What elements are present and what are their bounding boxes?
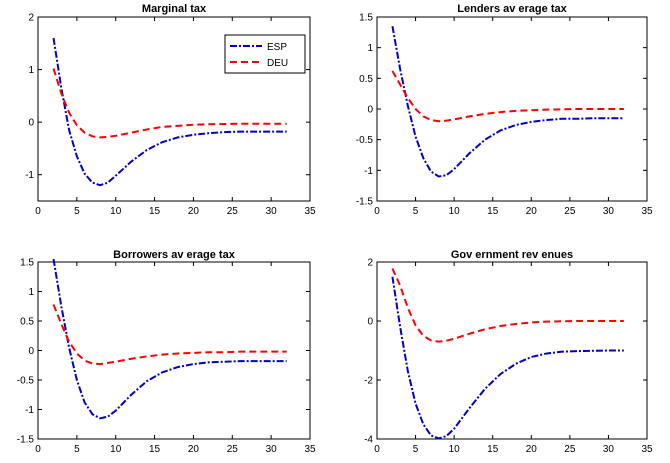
x-tick-label: 0 — [35, 444, 41, 455]
chart-title: Gov ernment rev enues — [451, 249, 573, 261]
y-tick-label: -0.5 — [17, 376, 35, 387]
x-tick-label: 35 — [304, 206, 316, 217]
plot-frame — [376, 261, 648, 440]
y-tick-label: -1 — [364, 166, 373, 177]
x-tick-label: 20 — [526, 206, 538, 217]
y-tick-label: -1.5 — [17, 435, 35, 446]
plot-frame — [376, 16, 648, 202]
legend-label-esp: ESP — [267, 42, 287, 53]
series-layer — [391, 268, 624, 440]
y-axis: -1.5 -1 -0.5 0 0.5 1 1.5 — [17, 258, 310, 446]
chart-title: Lenders av erage tax — [457, 3, 567, 15]
y-tick-label: 1 — [367, 43, 373, 54]
x-tick-label: 5 — [74, 206, 80, 217]
series-layer — [52, 258, 287, 420]
x-tick-label: 10 — [449, 444, 461, 455]
panel-marginal-tax: Marginal tax 0 5 10 15 20 25 30 35 -1 0 1 2 ESP DE… — [25, 3, 316, 217]
x-tick-label: 5 — [413, 206, 419, 217]
series-line-deu — [391, 268, 624, 343]
panel-borrowers-average-tax: Borrowers av erage tax 0 5 10 15 20 25 30 35 -1… — [17, 249, 316, 455]
chart-title: Marginal tax — [142, 3, 207, 15]
y-tick-label: 1 — [28, 287, 34, 298]
y-tick-label: 2 — [28, 13, 34, 24]
x-tick-label: 15 — [487, 206, 499, 217]
panel-lenders-average-tax: Lenders av erage tax 0 5 10 15 20 25 30 35 -1.5… — [356, 3, 653, 217]
y-tick-label: 0.5 — [20, 317, 34, 328]
y-tick-label: 1.5 — [359, 13, 373, 24]
x-tick-label: 25 — [227, 206, 239, 217]
x-tick-label: 35 — [304, 444, 316, 455]
x-tick-label: 35 — [641, 444, 653, 455]
plot-frame — [37, 16, 311, 202]
x-tick-label: 10 — [449, 206, 461, 217]
y-tick-label: 0 — [367, 105, 373, 116]
x-tick-label: 20 — [188, 444, 200, 455]
x-tick-label: 5 — [413, 444, 419, 455]
x-tick-label: 25 — [564, 206, 576, 217]
x-tick-label: 15 — [487, 444, 499, 455]
panel-government-revenues: Gov ernment rev enues 0 5 10 15 20 25 30 35 -4-… — [364, 249, 653, 455]
legend: ESP DEU — [224, 34, 306, 74]
y-tick-label: 0 — [28, 118, 34, 129]
y-tick-label: 2 — [367, 258, 373, 269]
plot-frame — [37, 261, 311, 440]
x-axis: 0 5 10 15 20 25 30 35 — [35, 17, 316, 217]
x-axis: 0 5 10 15 20 25 30 35 — [374, 17, 653, 217]
series-layer — [52, 37, 287, 187]
series-line-esp — [391, 26, 624, 178]
x-tick-label: 20 — [188, 206, 200, 217]
y-tick-label: -0.5 — [356, 135, 374, 146]
y-tick-label: 0 — [367, 317, 373, 328]
series-line-esp — [52, 258, 287, 420]
x-tick-label: 0 — [374, 444, 380, 455]
x-tick-label: 35 — [641, 206, 653, 217]
x-tick-label: 30 — [266, 444, 278, 455]
x-tick-label: 10 — [110, 444, 122, 455]
y-tick-label: 0 — [28, 346, 34, 357]
x-tick-label: 5 — [74, 444, 80, 455]
series-line-esp — [391, 276, 624, 440]
y-tick-label: 0.5 — [359, 74, 373, 85]
x-tick-label: 0 — [374, 206, 380, 217]
y-axis: -1.5 -1 -0.5 0 0.5 1 1.5 — [356, 13, 647, 208]
y-tick-label: 1.5 — [20, 258, 34, 269]
x-tick-label: 15 — [149, 444, 161, 455]
x-axis: 0 5 10 15 20 25 30 35 — [374, 262, 653, 455]
legend-box — [224, 34, 306, 74]
y-tick-label: 1 — [28, 65, 34, 76]
y-tick-label: -1.5 — [356, 197, 374, 208]
x-tick-label: 25 — [227, 444, 239, 455]
series-line-esp — [52, 37, 287, 187]
x-tick-label: 20 — [526, 444, 538, 455]
series-line-deu — [391, 70, 624, 123]
chart-title: Borrowers av erage tax — [113, 249, 236, 261]
x-tick-label: 10 — [110, 206, 122, 217]
y-axis: -4 -2 0 2 — [364, 258, 647, 446]
series-line-deu — [52, 304, 287, 366]
y-tick-label: -1 — [25, 405, 34, 416]
x-tick-label: 0 — [35, 206, 41, 217]
legend-label-deu: DEU — [267, 58, 288, 69]
series-layer — [391, 26, 624, 178]
y-tick-label: -4 — [364, 435, 373, 446]
y-tick-label: -1 — [25, 170, 34, 181]
x-tick-label: 30 — [266, 206, 278, 217]
x-tick-label: 30 — [603, 206, 615, 217]
y-tick-label: -2 — [364, 376, 373, 387]
x-tick-label: 15 — [149, 206, 161, 217]
x-tick-label: 25 — [564, 444, 576, 455]
x-tick-label: 30 — [603, 444, 615, 455]
y-axis: -1 0 1 2 — [25, 13, 310, 181]
x-axis: 0 5 10 15 20 25 30 35 — [35, 262, 316, 455]
series-line-deu — [52, 68, 287, 139]
